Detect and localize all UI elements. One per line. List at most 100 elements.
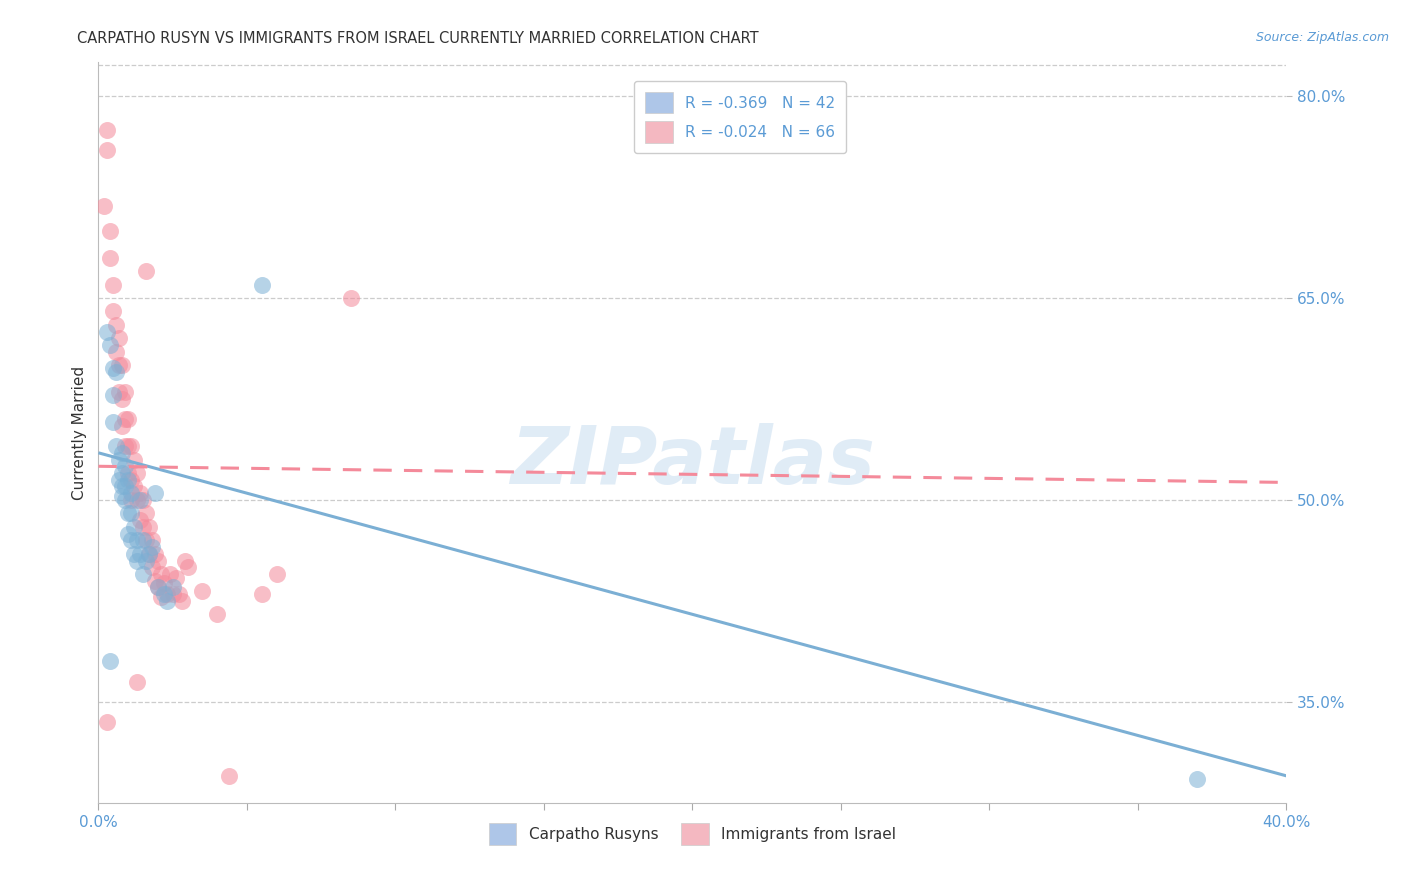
Point: [143, 486, 166, 500]
Point: [111, 418, 134, 433]
Point: [122, 452, 145, 467]
Point: [143, 547, 166, 561]
Point: [250, 277, 273, 292]
Point: [135, 507, 157, 521]
Point: [156, 594, 179, 608]
Point: [146, 553, 169, 567]
Point: [108, 359, 131, 373]
Point: [105, 365, 128, 379]
Point: [205, 607, 228, 622]
Y-axis label: Currently Married: Currently Married: [72, 366, 87, 500]
Point: [132, 492, 155, 507]
Point: [98, 224, 121, 238]
Point: [103, 388, 125, 402]
Point: [111, 466, 134, 480]
Point: [103, 304, 125, 318]
Point: [135, 264, 157, 278]
Point: [103, 277, 125, 292]
Point: [125, 492, 148, 507]
Point: [138, 547, 160, 561]
Point: [141, 540, 163, 554]
Point: [98, 655, 121, 669]
Point: [114, 412, 136, 426]
Point: [135, 533, 157, 548]
Text: CARPATHO RUSYN VS IMMIGRANTS FROM ISRAEL CURRENTLY MARRIED CORRELATION CHART: CARPATHO RUSYN VS IMMIGRANTS FROM ISRAEL…: [77, 31, 759, 46]
Point: [152, 576, 174, 591]
Point: [111, 446, 134, 460]
Point: [250, 587, 273, 601]
Point: [125, 533, 148, 548]
Point: [191, 584, 214, 599]
Point: [98, 251, 121, 265]
Point: [108, 385, 131, 400]
Text: Source: ZipAtlas.com: Source: ZipAtlas.com: [1256, 31, 1389, 45]
Point: [141, 560, 163, 574]
Point: [1187, 772, 1209, 786]
Point: [143, 574, 166, 588]
Point: [122, 479, 145, 493]
Text: ZIPatlas: ZIPatlas: [510, 423, 875, 501]
Point: [218, 769, 240, 783]
Point: [149, 566, 172, 581]
Point: [167, 587, 190, 601]
Point: [111, 392, 134, 406]
Point: [132, 566, 155, 581]
Legend: Carpatho Rusyns, Immigrants from Israel: Carpatho Rusyns, Immigrants from Israel: [482, 817, 903, 851]
Point: [120, 486, 142, 500]
Point: [138, 520, 160, 534]
Point: [138, 547, 160, 561]
Point: [96, 325, 118, 339]
Point: [125, 466, 148, 480]
Point: [132, 520, 155, 534]
Point: [129, 513, 152, 527]
Point: [96, 122, 118, 136]
Point: [105, 318, 128, 332]
Point: [176, 560, 198, 574]
Point: [111, 479, 134, 493]
Point: [122, 547, 145, 561]
Point: [120, 507, 142, 521]
Point: [120, 473, 142, 487]
Point: [108, 331, 131, 345]
Point: [117, 507, 139, 521]
Point: [108, 473, 131, 487]
Point: [129, 492, 152, 507]
Point: [96, 714, 118, 729]
Point: [105, 344, 128, 359]
Point: [162, 587, 184, 601]
Point: [114, 492, 136, 507]
Point: [162, 581, 184, 595]
Point: [266, 566, 288, 581]
Point: [146, 581, 169, 595]
Point: [114, 439, 136, 453]
Point: [114, 459, 136, 474]
Point: [117, 466, 139, 480]
Point: [93, 199, 115, 213]
Point: [117, 412, 139, 426]
Point: [103, 361, 125, 376]
Point: [156, 587, 179, 601]
Point: [117, 439, 139, 453]
Point: [173, 553, 195, 567]
Point: [120, 533, 142, 548]
Point: [114, 385, 136, 400]
Point: [103, 415, 125, 429]
Point: [122, 520, 145, 534]
Point: [159, 566, 181, 581]
Point: [146, 581, 169, 595]
Point: [114, 479, 136, 493]
Point: [129, 547, 152, 561]
Point: [120, 492, 142, 507]
Point: [98, 338, 121, 352]
Point: [108, 452, 131, 467]
Point: [117, 473, 139, 487]
Point: [340, 291, 363, 305]
Point: [125, 674, 148, 689]
Point: [135, 553, 157, 567]
Point: [111, 359, 134, 373]
Point: [96, 143, 118, 157]
Point: [111, 489, 134, 503]
Point: [149, 590, 172, 604]
Point: [129, 486, 152, 500]
Point: [117, 526, 139, 541]
